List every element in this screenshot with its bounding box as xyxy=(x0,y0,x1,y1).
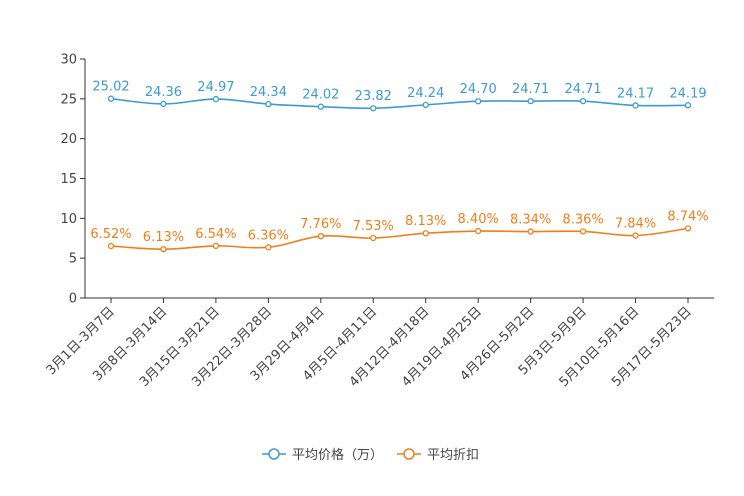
data-label: 24.17 xyxy=(617,86,654,101)
data-point xyxy=(579,228,587,235)
data-point xyxy=(632,102,639,109)
data-label: 24.34 xyxy=(250,85,287,100)
data-label: 7.84% xyxy=(615,217,656,232)
data-point xyxy=(579,97,587,105)
data-label: 24.02 xyxy=(302,88,339,103)
data-point xyxy=(212,95,220,103)
data-label: 6.54% xyxy=(195,227,236,242)
y-tick-label: 10 xyxy=(60,212,77,227)
data-label: 24.71 xyxy=(512,82,549,97)
data-label: 24.24 xyxy=(407,86,444,101)
data-label: 23.82 xyxy=(355,89,392,104)
series-line xyxy=(110,227,689,250)
data-point xyxy=(422,230,429,237)
data-point xyxy=(684,102,692,109)
data-label: 6.36% xyxy=(248,228,289,243)
data-label: 7.53% xyxy=(353,219,394,234)
data-label: 8.13% xyxy=(405,214,446,229)
data-point xyxy=(212,242,220,250)
data-label: 6.52% xyxy=(90,227,131,242)
data-label: 24.19 xyxy=(669,86,706,101)
data-label: 24.36 xyxy=(145,85,182,100)
data-point xyxy=(370,105,377,112)
series-2: 6.52% 6.13% 6.54% 6.36% 7.76% 7.53% 8.13% 8.40%… xyxy=(90,209,709,253)
data-label: 6.13% xyxy=(143,230,184,245)
data-point xyxy=(265,100,272,108)
legend-label: 平均折扣 xyxy=(427,448,479,463)
data-label: 8.34% xyxy=(510,213,551,228)
legend-marker xyxy=(403,448,415,460)
data-label: 8.40% xyxy=(458,212,499,227)
legend: 平均价格（万） 平均折扣 xyxy=(262,447,479,463)
data-point xyxy=(527,97,534,105)
legend-item-2: 平均折扣 xyxy=(397,448,479,463)
series-line xyxy=(110,97,689,110)
y-tick-label: 20 xyxy=(60,132,77,147)
legend-label: 平均价格（万） xyxy=(292,447,383,463)
data-point xyxy=(684,225,692,232)
data-point xyxy=(475,98,482,105)
series-1: 25.02 24.36 24.97 24.34 24.02 23.82 24.24 24.70… xyxy=(92,80,707,112)
data-label: 8.74% xyxy=(667,209,708,224)
y-tick-label: 5 xyxy=(69,252,77,267)
data-label: 8.36% xyxy=(562,212,603,227)
data-point xyxy=(160,246,167,253)
legend-marker xyxy=(268,448,280,460)
data-point xyxy=(160,100,167,108)
data-label: 25.02 xyxy=(92,80,129,95)
data-point xyxy=(317,233,324,240)
data-point xyxy=(265,244,272,251)
data-label: 7.76% xyxy=(300,217,341,232)
data-point xyxy=(475,227,482,235)
data-label: 24.71 xyxy=(564,82,601,97)
data-point xyxy=(107,242,115,250)
series-layer: 25.02 24.36 24.97 24.34 24.02 23.82 24.24 24.70… xyxy=(90,80,709,253)
data-point xyxy=(370,234,377,242)
y-tick-label: 25 xyxy=(60,92,77,107)
data-label: 24.97 xyxy=(197,80,234,95)
y-tick-label: 15 xyxy=(60,172,77,187)
y-tick-label: 0 xyxy=(69,292,77,307)
data-point xyxy=(632,232,639,239)
data-label: 24.70 xyxy=(460,82,497,97)
data-point xyxy=(527,228,534,235)
data-point xyxy=(422,101,429,109)
data-point xyxy=(317,103,324,110)
data-point xyxy=(107,95,115,102)
legend-item-1: 平均价格（万） xyxy=(262,447,383,463)
y-tick-label: 30 xyxy=(60,53,77,68)
